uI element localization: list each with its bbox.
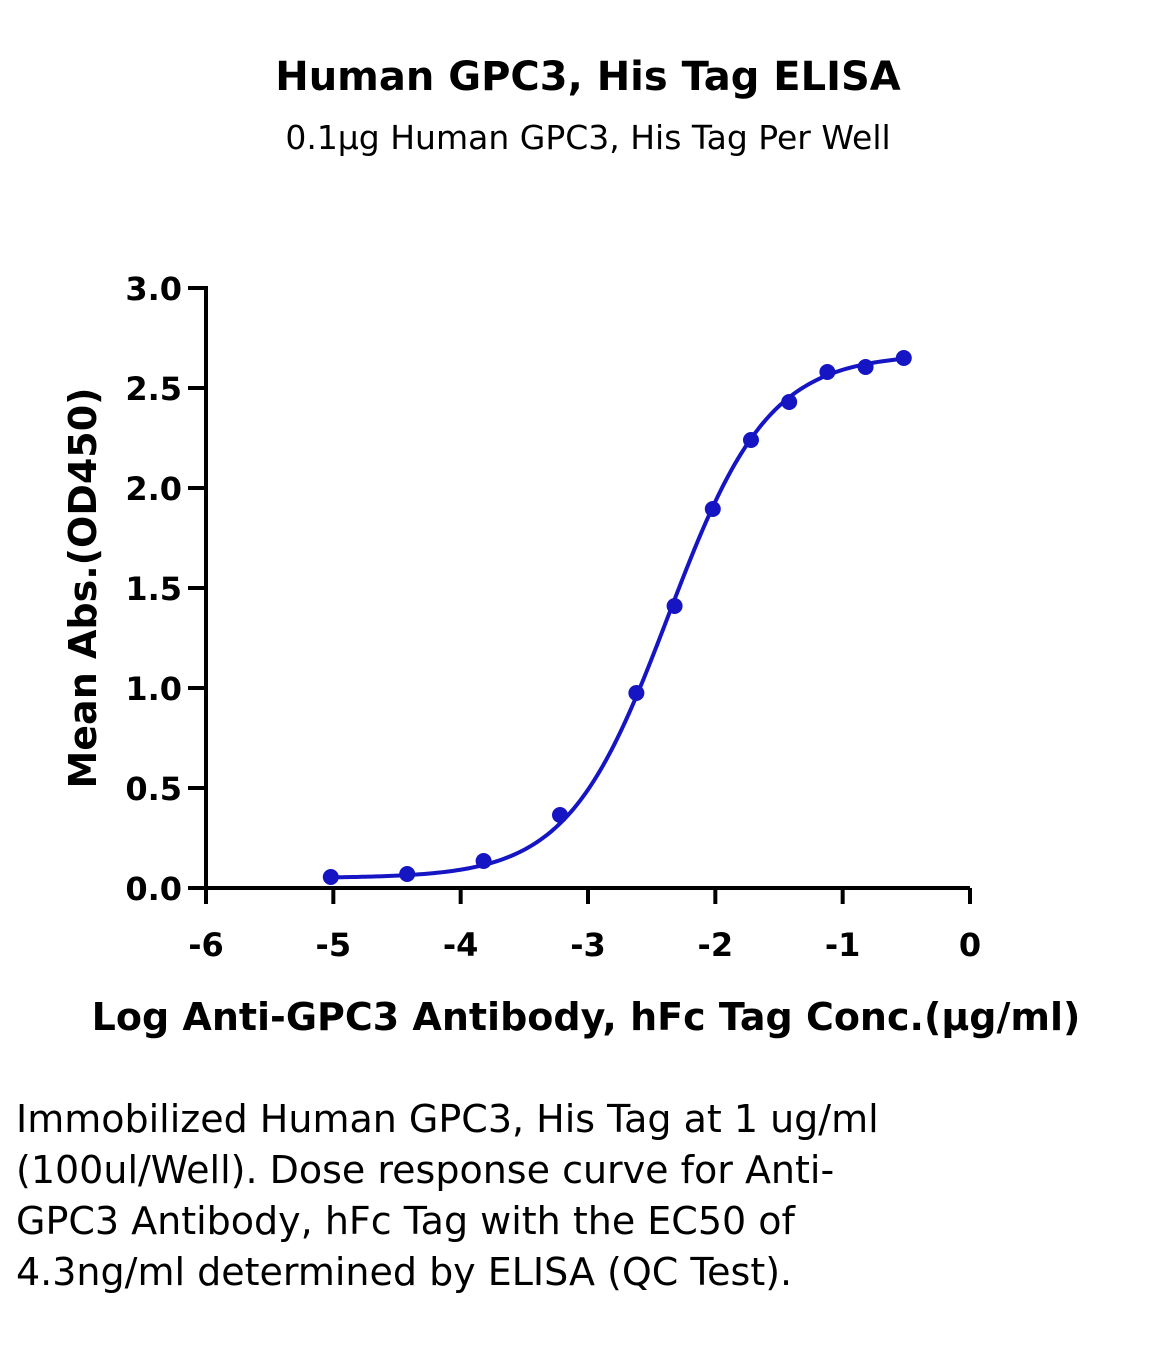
chart-title: Human GPC3, His Tag ELISA (275, 54, 901, 100)
axes (204, 286, 970, 890)
y-axis-label: Mean Abs.(OD450) (61, 387, 105, 788)
y-tick-label: 1.0 (125, 670, 182, 708)
data-point (781, 394, 798, 410)
data-point (704, 501, 721, 517)
data-point (551, 807, 568, 823)
data-point (475, 853, 492, 869)
x-tick-label: 0 (959, 926, 981, 964)
y-tick-label: 2.5 (125, 370, 182, 408)
x-tick-label: -1 (825, 926, 861, 964)
y-tick-label: 0.5 (125, 770, 182, 808)
y-axis-ticks: 0.0 0.5 1.0 1.5 2.0 2.5 3.0 (125, 270, 206, 908)
y-tick-label: 0.0 (125, 870, 182, 908)
chart-plot: -6 -5 -4 -3 -2 -1 0 0.0 0.5 1.0 1.5 2.0 2.5 3.0 Log … (61, 270, 1081, 1039)
fit-curve-line (330, 356, 904, 880)
data-point (819, 364, 836, 380)
data-point (857, 359, 874, 375)
data-point (322, 869, 339, 885)
x-tick-label: -6 (188, 926, 224, 964)
x-axis-label: Log Anti-GPC3 Antibody, hFc Tag Conc.(μg… (92, 995, 1081, 1039)
data-point (666, 598, 683, 614)
x-tick-label: -5 (316, 926, 352, 964)
x-tick-label: -3 (570, 926, 606, 964)
x-axis-ticks: -6 -5 -4 -3 -2 -1 0 (188, 888, 981, 964)
x-tick-label: -2 (698, 926, 734, 964)
data-points (322, 350, 912, 885)
data-point (628, 685, 645, 701)
x-tick-label: -4 (443, 926, 479, 964)
data-point (742, 432, 759, 448)
data-point (399, 866, 416, 882)
chart-subtitle: 0.1μg Human GPC3, His Tag Per Well (285, 118, 891, 157)
data-point (895, 350, 912, 366)
figure-caption: Immobilized Human GPC3, His Tag at 1 ug/… (16, 1097, 879, 1294)
y-tick-label: 1.5 (125, 570, 182, 608)
y-tick-label: 3.0 (125, 270, 182, 308)
y-tick-label: 2.0 (125, 470, 182, 508)
